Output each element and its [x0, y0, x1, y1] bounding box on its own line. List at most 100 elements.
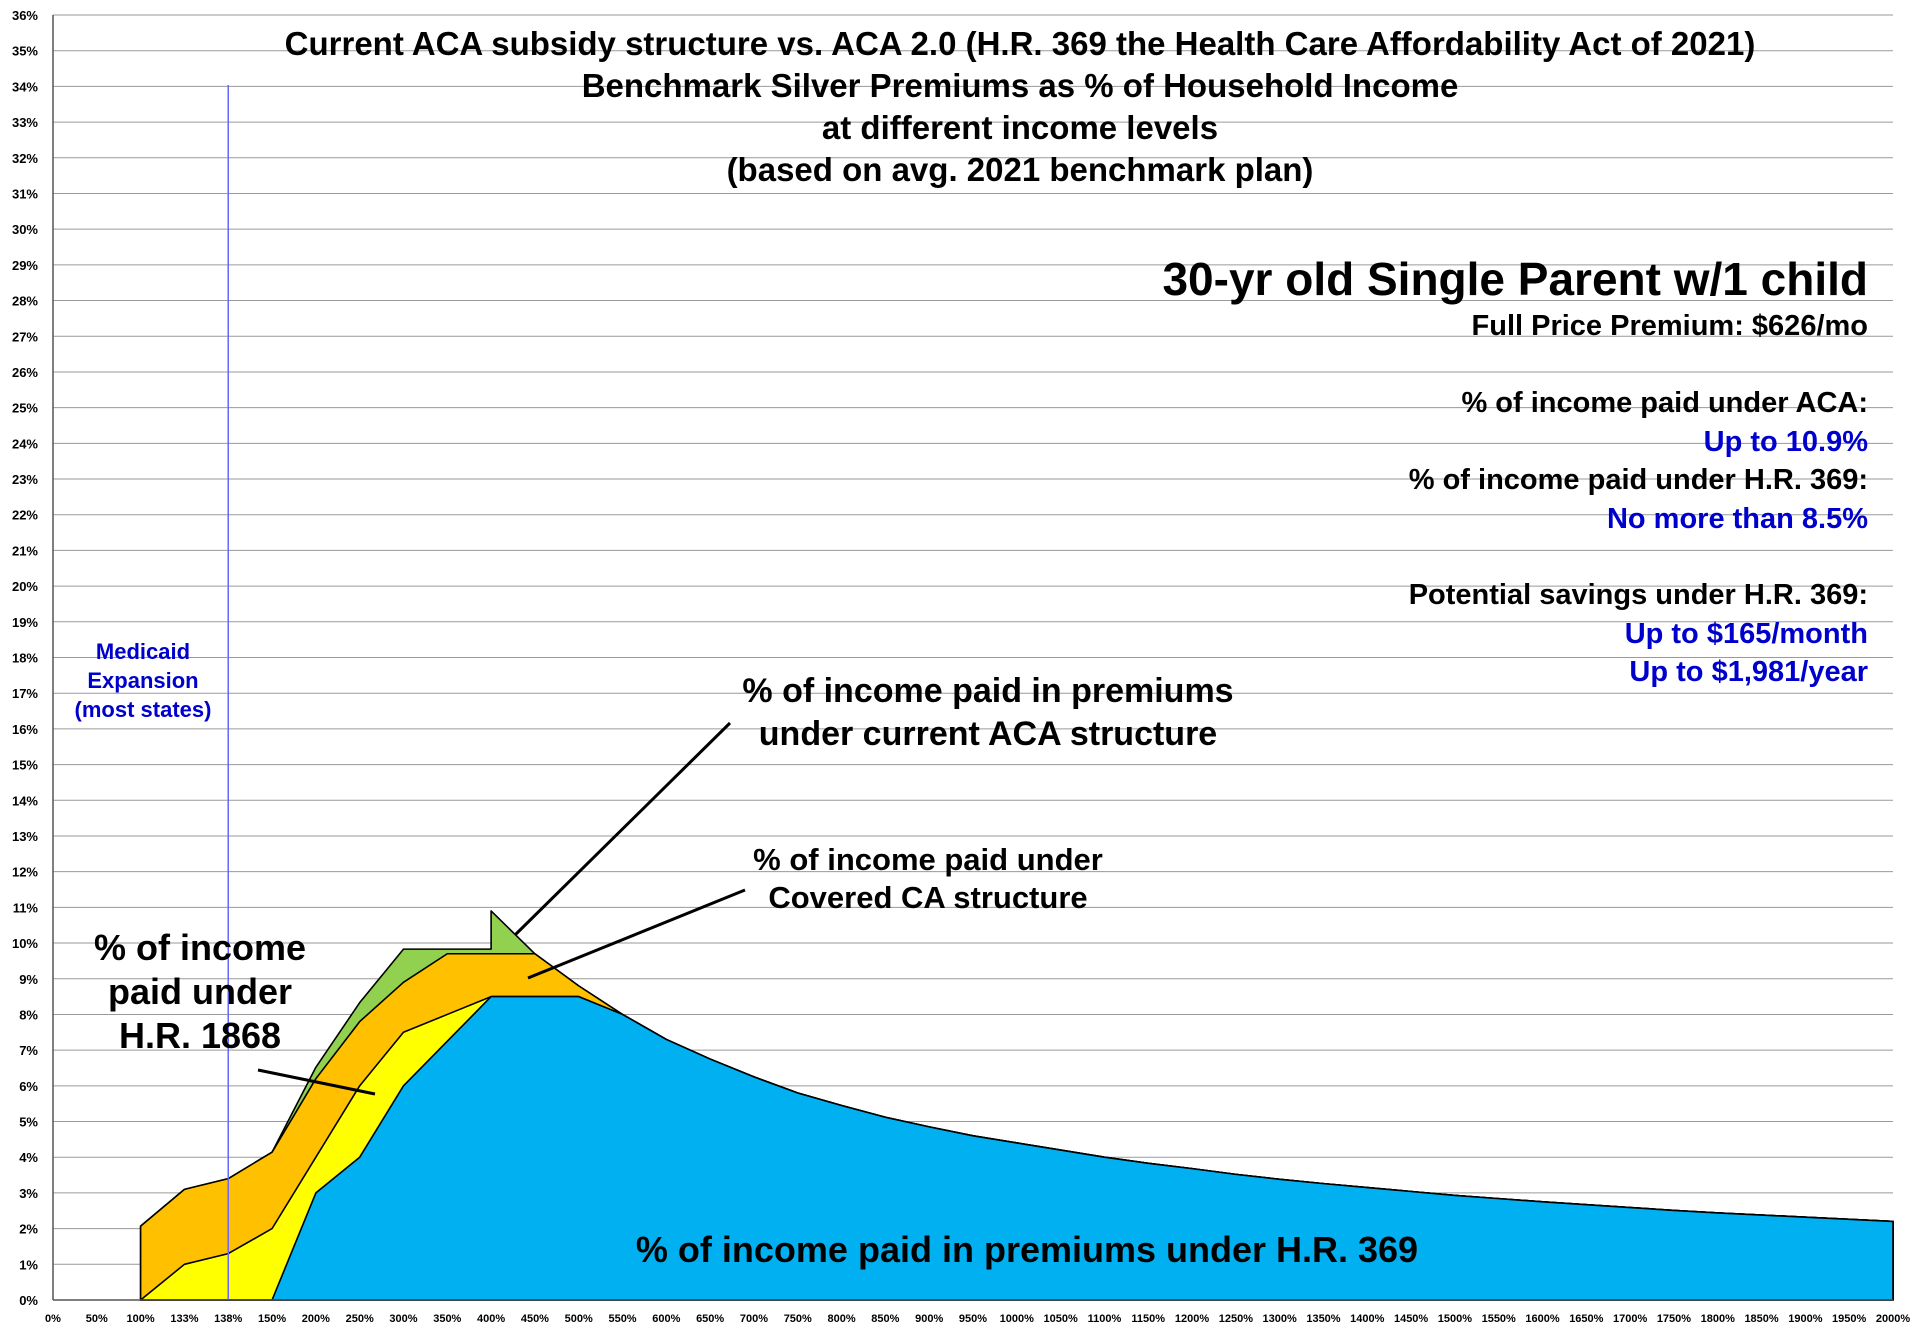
x-tick-label: 1400%: [1350, 1313, 1384, 1325]
info-savings-label: Potential savings under H.R. 369:: [1409, 579, 1868, 611]
x-tick-label: 350%: [433, 1313, 461, 1325]
y-tick-label: 26%: [12, 365, 38, 380]
x-tick-label: 138%: [214, 1313, 242, 1325]
x-tick-label: 1350%: [1306, 1313, 1340, 1325]
y-tick-label: 23%: [12, 472, 38, 487]
info-savings-month: Up to $165/month: [1625, 618, 1868, 650]
y-tick-label: 30%: [12, 222, 38, 237]
medicaid-annotation: Medicaid Expansion (most states): [75, 639, 212, 722]
chart-title: Current ACA subsidy structure vs. ACA 2.…: [285, 25, 1756, 188]
x-tick-label: 400%: [477, 1313, 505, 1325]
y-tick-label: 32%: [12, 151, 38, 166]
covered-ca-label-line-2: Covered CA structure: [768, 880, 1087, 915]
y-tick-label: 10%: [12, 936, 38, 951]
y-tick-label: 2%: [19, 1222, 38, 1237]
x-tick-label: 700%: [740, 1313, 768, 1325]
x-tick-label: 1800%: [1701, 1313, 1735, 1325]
y-tick-label: 24%: [12, 436, 38, 451]
y-tick-label: 19%: [12, 615, 38, 630]
y-tick-label: 16%: [12, 722, 38, 737]
covered-ca-annotation: % of income paid under Covered CA struct…: [527, 842, 1103, 980]
x-tick-label: 133%: [170, 1313, 198, 1325]
x-tick-label: 850%: [871, 1313, 899, 1325]
y-tick-label: 25%: [12, 401, 38, 416]
info-savings-year: Up to $1,981/year: [1629, 656, 1868, 688]
covered-ca-pointer-line: [527, 888, 746, 980]
x-tick-label: 0%: [45, 1313, 61, 1325]
covered-ca-label-line-1: % of income paid under: [753, 842, 1103, 877]
x-tick-label: 1250%: [1219, 1313, 1253, 1325]
info-hr369-value: No more than 8.5%: [1607, 503, 1868, 535]
x-tick-label: 800%: [828, 1313, 856, 1325]
y-tick-label: 21%: [12, 543, 38, 558]
x-tick-label: 1150%: [1131, 1313, 1165, 1325]
y-tick-label: 5%: [19, 1115, 38, 1130]
x-tick-label: 1900%: [1788, 1313, 1822, 1325]
y-tick-label: 6%: [19, 1079, 38, 1094]
x-tick-label: 1000%: [1000, 1313, 1034, 1325]
y-tick-label: 15%: [12, 758, 38, 773]
hr1868-label-line-1: % of income: [94, 927, 306, 968]
area-series: [139, 910, 1894, 1301]
x-tick-label: 1300%: [1263, 1313, 1297, 1325]
y-tick-label: 11%: [13, 900, 39, 915]
info-hr369-label: % of income paid under H.R. 369:: [1409, 464, 1868, 496]
info-full-price: Full Price Premium: $626/mo: [1472, 310, 1868, 342]
x-tick-label: 1650%: [1569, 1313, 1603, 1325]
aca-label-line-2: under current ACA structure: [759, 715, 1217, 753]
x-tick-label: 150%: [258, 1313, 286, 1325]
y-tick-label: 7%: [19, 1043, 38, 1058]
x-tick-labels: 0% 50% 100% 133% 138% 150% 200% 250% 300% 350% 400…: [45, 1313, 1910, 1325]
title-line-3: at different income levels: [822, 109, 1218, 146]
info-aca-label: % of income paid under ACA:: [1461, 387, 1868, 419]
x-tick-label: 650%: [696, 1313, 724, 1325]
y-tick-label: 29%: [12, 258, 38, 273]
y-tick-label: 0%: [19, 1293, 38, 1308]
x-tick-label: 50%: [86, 1313, 108, 1325]
title-line-2: Benchmark Silver Premiums as % of Househ…: [582, 67, 1459, 104]
medicaid-label-line-1: Medicaid: [96, 639, 190, 664]
y-tick-label: 20%: [12, 579, 38, 594]
x-tick-label: 200%: [302, 1313, 330, 1325]
info-box: 30-yr old Single Parent w/1 child Full P…: [1162, 253, 1868, 688]
area-hr369: [139, 995, 1894, 1301]
hr1868-pointer-line: [257, 1068, 376, 1096]
x-tick-label: 1500%: [1438, 1313, 1472, 1325]
x-tick-label: 1750%: [1657, 1313, 1691, 1325]
y-tick-label: 36%: [12, 8, 38, 23]
hr1868-label-line-3: H.R. 1868: [119, 1015, 281, 1056]
info-heading: 30-yr old Single Parent w/1 child: [1162, 253, 1868, 305]
y-tick-label: 33%: [12, 115, 38, 130]
y-tick-label: 3%: [19, 1186, 38, 1201]
x-tick-label: 750%: [784, 1313, 812, 1325]
x-tick-label: 1200%: [1175, 1313, 1209, 1325]
x-tick-label: 1600%: [1525, 1313, 1559, 1325]
y-tick-label: 27%: [12, 329, 38, 344]
x-tick-label: 450%: [521, 1313, 549, 1325]
y-tick-label: 9%: [19, 972, 38, 987]
info-aca-value: Up to 10.9%: [1704, 426, 1869, 458]
hr1868-label-line-2: paid under: [108, 971, 292, 1012]
x-tick-label: 250%: [346, 1313, 374, 1325]
x-tick-label: 1850%: [1744, 1313, 1778, 1325]
title-line-1: Current ACA subsidy structure vs. ACA 2.…: [285, 25, 1756, 62]
x-tick-label: 1550%: [1482, 1313, 1516, 1325]
axes: [52, 15, 1893, 1301]
y-tick-labels: 0% 1% 2% 3% 4% 5% 6% 7% 8% 9% 10% 11% 12% 13% 14% 15% 16…: [12, 8, 38, 1308]
y-tick-label: 4%: [19, 1150, 38, 1165]
x-tick-label: 2000%: [1876, 1313, 1910, 1325]
x-tick-label: 1450%: [1394, 1313, 1428, 1325]
hr369-annotation: % of income paid in premiums under H.R. …: [636, 1229, 1418, 1270]
x-tick-label: 950%: [959, 1313, 987, 1325]
y-tick-label: 12%: [12, 865, 38, 880]
medicaid-label-line-3: (most states): [75, 697, 212, 722]
hr1868-annotation: % of income paid under H.R. 1868: [94, 927, 376, 1096]
y-tick-label: 17%: [12, 686, 38, 701]
x-tick-label: 550%: [608, 1313, 636, 1325]
y-tick-label: 35%: [12, 44, 38, 59]
x-tick-label: 600%: [652, 1313, 680, 1325]
y-tick-label: 1%: [19, 1257, 38, 1272]
x-tick-label: 1950%: [1832, 1313, 1866, 1325]
medicaid-label-line-2: Expansion: [87, 668, 198, 693]
